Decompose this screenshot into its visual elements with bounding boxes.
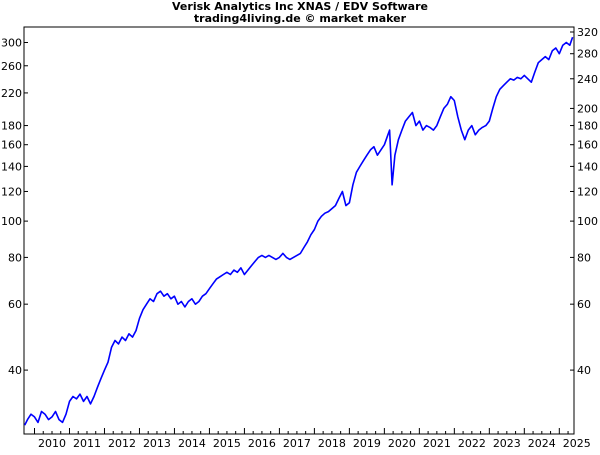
x-tick-label: 2014 xyxy=(178,437,206,450)
y-right-tick-label: 120 xyxy=(577,185,598,198)
y-right-tick-label: 80 xyxy=(577,251,591,264)
y-left-tick-label: 40 xyxy=(8,364,22,377)
x-tick-label: 2024 xyxy=(528,437,556,450)
plot-frame xyxy=(23,26,575,435)
y-left-tick-label: 60 xyxy=(8,298,22,311)
x-tick-label: 2017 xyxy=(283,437,311,450)
y-right-tick-label: 320 xyxy=(577,26,598,39)
y-left-tick-label: 220 xyxy=(1,87,22,100)
x-tick-label: 2015 xyxy=(213,437,241,450)
y-left-tick-label: 140 xyxy=(1,160,22,173)
y-right-tick-label: 40 xyxy=(577,364,591,377)
x-tick-label: 2016 xyxy=(248,437,276,450)
y-left-tick-label: 80 xyxy=(8,251,22,264)
x-tick-label: 2011 xyxy=(73,437,101,450)
x-axis: 2010 2011 2012 2013 2014 2015 2016 2017 2018 2019… xyxy=(33,428,591,450)
chart-title: Verisk Analytics Inc XNAS / EDV Software xyxy=(172,0,428,13)
y-left-axis: 300 260 220 180 160 140 120 100 80 60 40 xyxy=(1,36,28,377)
price-line xyxy=(23,36,574,426)
x-tick-label: 2022 xyxy=(458,437,486,450)
y-left-tick-label: 160 xyxy=(1,139,22,152)
y-right-tick-label: 200 xyxy=(577,102,598,115)
x-tick-label: 2019 xyxy=(353,437,381,450)
x-tick-label: 2023 xyxy=(493,437,521,450)
y-right-tick-label: 180 xyxy=(577,120,598,133)
y-left-tick-label: 300 xyxy=(1,36,22,49)
y-left-tick-label: 120 xyxy=(1,185,22,198)
y-left-tick-label: 180 xyxy=(1,120,22,133)
y-right-tick-label: 100 xyxy=(577,215,598,228)
y-right-tick-label: 280 xyxy=(577,48,598,61)
x-tick-label: 2018 xyxy=(318,437,346,450)
x-tick-label: 2010 xyxy=(38,437,66,450)
y-right-tick-label: 240 xyxy=(577,73,598,86)
y-right-tick-label: 140 xyxy=(577,160,598,173)
y-left-tick-label: 260 xyxy=(1,60,22,73)
y-right-tick-label: 160 xyxy=(577,139,598,152)
x-tick-label: 2021 xyxy=(423,437,451,450)
x-tick-label: 2025 xyxy=(563,437,591,450)
y-left-tick-label: 100 xyxy=(1,215,22,228)
chart-subtitle: trading4living.de © market maker xyxy=(194,12,407,25)
x-tick-label: 2012 xyxy=(108,437,136,450)
y-right-tick-label: 60 xyxy=(577,298,591,311)
x-tick-label: 2020 xyxy=(388,437,416,450)
y-right-axis: 320 280 240 200 180 160 140 120 100 80 60 40 xyxy=(570,26,598,377)
x-tick-label: 2013 xyxy=(143,437,171,450)
